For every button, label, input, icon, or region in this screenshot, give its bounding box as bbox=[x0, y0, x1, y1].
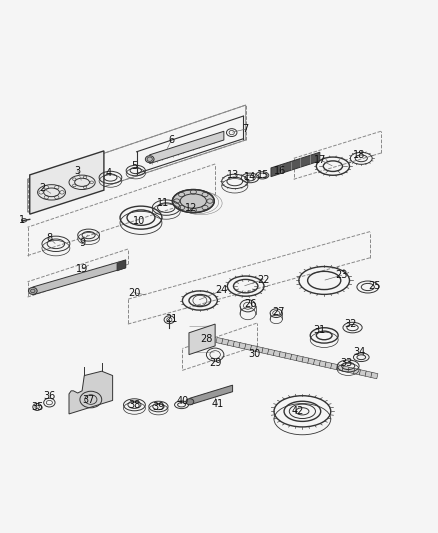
Text: 33: 33 bbox=[339, 358, 351, 368]
Ellipse shape bbox=[185, 399, 193, 405]
Bar bbox=[347, 367, 354, 374]
Polygon shape bbox=[149, 131, 223, 164]
Text: 3: 3 bbox=[74, 166, 81, 175]
Ellipse shape bbox=[172, 190, 214, 213]
Text: 20: 20 bbox=[128, 288, 140, 297]
Bar bbox=[296, 356, 303, 362]
Bar bbox=[227, 340, 234, 346]
Bar bbox=[233, 341, 240, 348]
Bar bbox=[341, 366, 349, 373]
Text: 19: 19 bbox=[76, 264, 88, 273]
Text: 37: 37 bbox=[82, 395, 95, 406]
Text: 36: 36 bbox=[43, 392, 55, 401]
Text: 34: 34 bbox=[352, 348, 364, 358]
Text: 21: 21 bbox=[165, 314, 177, 324]
Text: 24: 24 bbox=[215, 286, 227, 295]
Bar bbox=[364, 371, 371, 377]
Bar bbox=[244, 344, 251, 350]
Bar bbox=[301, 357, 308, 364]
Text: 29: 29 bbox=[208, 358, 221, 368]
Text: 41: 41 bbox=[211, 399, 223, 409]
Text: 38: 38 bbox=[128, 400, 140, 410]
Text: 10: 10 bbox=[132, 216, 145, 225]
Bar bbox=[336, 365, 343, 371]
Text: 9: 9 bbox=[79, 238, 85, 247]
Bar bbox=[330, 364, 337, 370]
Bar bbox=[359, 370, 366, 376]
Text: 13: 13 bbox=[226, 170, 238, 180]
Text: 31: 31 bbox=[313, 325, 325, 335]
Text: 32: 32 bbox=[343, 319, 356, 329]
Ellipse shape bbox=[28, 287, 37, 294]
Bar bbox=[255, 346, 263, 353]
Bar bbox=[290, 354, 297, 361]
Polygon shape bbox=[188, 324, 215, 354]
Text: 23: 23 bbox=[335, 270, 347, 280]
Text: 25: 25 bbox=[367, 281, 380, 291]
Bar bbox=[284, 353, 291, 359]
Bar bbox=[273, 350, 280, 357]
Text: 14: 14 bbox=[244, 172, 256, 182]
Bar bbox=[353, 368, 360, 375]
Bar bbox=[370, 373, 377, 379]
Polygon shape bbox=[30, 151, 104, 214]
Text: 40: 40 bbox=[176, 396, 188, 406]
Text: 12: 12 bbox=[184, 203, 197, 213]
Polygon shape bbox=[33, 260, 125, 295]
Bar bbox=[250, 345, 257, 352]
Bar bbox=[307, 358, 314, 365]
Bar bbox=[324, 362, 331, 368]
Bar bbox=[238, 343, 245, 349]
Text: 28: 28 bbox=[200, 334, 212, 344]
Bar bbox=[313, 359, 320, 366]
Text: 30: 30 bbox=[248, 349, 260, 359]
Text: 15: 15 bbox=[256, 170, 268, 180]
Text: 39: 39 bbox=[152, 402, 164, 412]
Text: 42: 42 bbox=[291, 406, 304, 416]
Text: 22: 22 bbox=[256, 274, 269, 285]
Bar bbox=[215, 337, 223, 344]
Text: 6: 6 bbox=[168, 135, 174, 145]
Polygon shape bbox=[189, 385, 232, 405]
Text: 35: 35 bbox=[31, 402, 43, 412]
Ellipse shape bbox=[145, 156, 154, 163]
Text: 11: 11 bbox=[156, 198, 169, 208]
Text: 18: 18 bbox=[352, 150, 364, 160]
Text: 7: 7 bbox=[242, 124, 248, 134]
Polygon shape bbox=[117, 260, 125, 271]
Text: 4: 4 bbox=[105, 168, 111, 177]
Text: 1: 1 bbox=[19, 215, 25, 225]
Text: 16: 16 bbox=[274, 166, 286, 175]
Text: 8: 8 bbox=[46, 233, 52, 243]
Bar bbox=[261, 348, 268, 354]
Text: 26: 26 bbox=[243, 298, 256, 309]
Text: 27: 27 bbox=[272, 308, 284, 317]
Polygon shape bbox=[270, 152, 319, 176]
Bar bbox=[279, 352, 286, 358]
Text: 17: 17 bbox=[313, 155, 325, 165]
Text: 5: 5 bbox=[131, 161, 137, 171]
Bar bbox=[318, 361, 325, 367]
Bar bbox=[221, 339, 228, 345]
Polygon shape bbox=[69, 371, 113, 414]
Bar bbox=[267, 349, 274, 356]
Text: 2: 2 bbox=[39, 183, 46, 193]
